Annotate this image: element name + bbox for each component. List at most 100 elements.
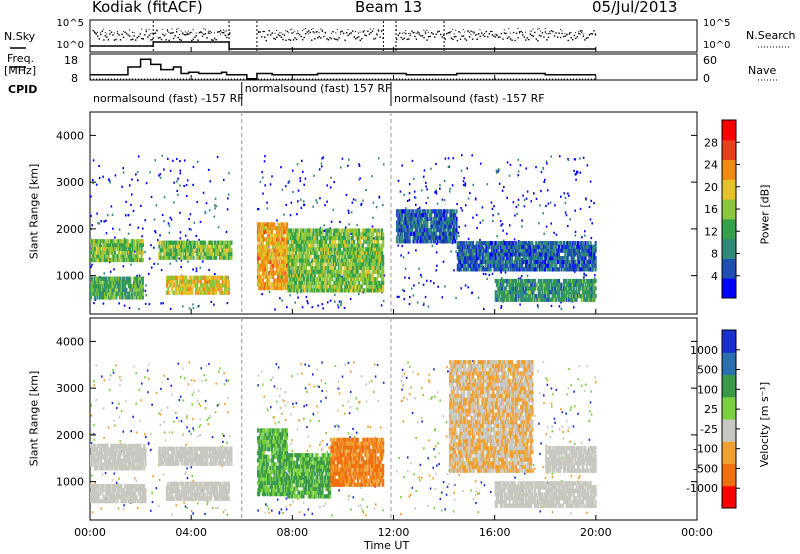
heatmap-cell (200, 290, 203, 295)
heatmap-cell (485, 267, 488, 272)
noise-point (131, 38, 134, 41)
heatmap-cell (578, 259, 581, 264)
heatmap-cell (444, 235, 447, 240)
heatmap-cell (179, 283, 182, 288)
sparse-cell (488, 273, 491, 277)
heatmap-cell (480, 248, 483, 253)
heatmap-cell (327, 250, 330, 256)
heatmap-cell (174, 244, 177, 249)
heatmap-cell (106, 242, 109, 248)
sparse-cell (575, 170, 578, 173)
heatmap-cell (421, 224, 424, 229)
heatmap-cell (106, 280, 109, 285)
heatmap-cell (355, 269, 358, 274)
heatmap-cell (112, 257, 115, 263)
heatmap-cell (449, 224, 452, 229)
heatmap-cell (589, 252, 592, 257)
heatmap-cell (461, 259, 464, 264)
heatmap-cell (182, 240, 185, 245)
heatmap-cell (592, 256, 595, 261)
heatmap-cell (331, 277, 334, 282)
heatmap-cell (411, 213, 414, 218)
heatmap-cell (554, 259, 557, 264)
heatmap-cell (311, 269, 314, 274)
heatmap-cell (280, 270, 284, 276)
heatmap-cell (312, 250, 315, 256)
heatmap-cell (340, 277, 343, 282)
sparse-cell (195, 267, 198, 270)
heatmap-cell (441, 213, 444, 218)
heatmap-cell (188, 240, 191, 245)
heatmap-cell (537, 293, 540, 299)
heatmap-cell (130, 239, 133, 244)
heatmap-cell (523, 278, 526, 284)
heatmap-cell (127, 280, 131, 285)
heatmap-cell (545, 282, 548, 287)
heatmap-cell (368, 243, 371, 248)
heatmap-cell (216, 275, 219, 280)
heatmap-cell (323, 254, 327, 259)
heatmap-cell (368, 247, 371, 252)
heatmap-cell (358, 288, 361, 293)
heatmap-cell (445, 235, 448, 240)
heatmap-cell (332, 258, 335, 263)
heatmap-cell (543, 297, 547, 302)
noise-search-point (282, 33, 284, 35)
heatmap-cell (215, 286, 218, 292)
sparse-cell (193, 221, 196, 224)
heatmap-cell (181, 248, 184, 253)
heatmap-cell (208, 283, 211, 288)
heatmap-cell (322, 280, 325, 286)
heatmap-cell (365, 254, 368, 259)
heatmap-cell (284, 267, 287, 272)
heatmap-cell (543, 286, 547, 291)
heatmap-cell (284, 241, 287, 246)
sparse-cell (176, 180, 178, 183)
heatmap-cell (120, 295, 123, 300)
heatmap-cell (337, 235, 340, 241)
heatmap-cell (555, 241, 558, 246)
heatmap-cell (500, 297, 504, 302)
heatmap-cell (315, 235, 318, 241)
heatmap-cell (584, 263, 587, 268)
heatmap-cell (218, 290, 222, 295)
heatmap-cell (379, 284, 382, 289)
heatmap-cell (306, 254, 309, 259)
heatmap-cell (294, 243, 297, 248)
heatmap-cell (288, 228, 291, 233)
sparse-cell (426, 279, 428, 282)
heatmap-cell (111, 257, 114, 263)
heatmap-cell (299, 228, 303, 233)
heatmap-cell (461, 263, 464, 268)
heatmap-cell (301, 247, 304, 252)
sparse-cell (195, 270, 198, 273)
heatmap-cell (332, 254, 335, 259)
heatmap-cell (326, 284, 329, 289)
heatmap-cell (351, 280, 354, 286)
sparse-cell (347, 211, 350, 214)
heatmap-cell (521, 282, 524, 287)
heatmap-cell (499, 278, 502, 284)
heatmap-cell (423, 227, 426, 233)
heatmap-cell (502, 256, 505, 261)
sparse-cell (360, 203, 362, 206)
noise-point (291, 32, 293, 34)
heatmap-cell (418, 209, 421, 214)
heatmap-cell (335, 269, 338, 274)
heatmap-cell (108, 284, 112, 289)
heatmap-cell (286, 241, 289, 246)
heatmap-cell (296, 239, 299, 244)
heatmap-cell (318, 247, 322, 252)
noise-point (160, 38, 163, 41)
heatmap-cell (382, 235, 385, 241)
heatmap-cell (457, 244, 461, 250)
heatmap-cell (562, 282, 566, 287)
sparse-cell (490, 201, 493, 204)
heatmap-cell (498, 252, 501, 257)
heatmap-cell (178, 275, 181, 280)
heatmap-cell (278, 248, 281, 253)
heatmap-cell (304, 254, 308, 259)
heatmap-cell (522, 286, 525, 291)
heatmap-cell (497, 267, 500, 272)
heatmap-cell (317, 262, 320, 267)
